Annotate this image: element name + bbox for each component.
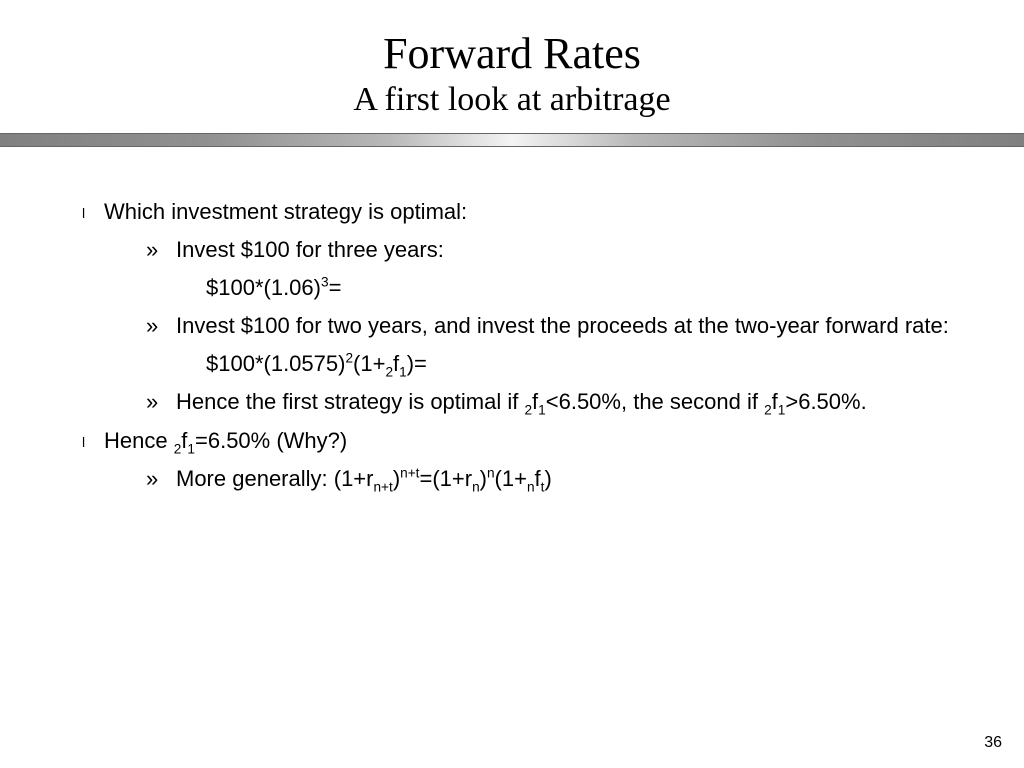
subscript: n [527, 479, 535, 494]
formula-line: $100*(1.06)3= [206, 271, 964, 305]
slide-title: Forward Rates [0, 28, 1024, 79]
text: )= [407, 351, 427, 376]
text: <6.50%, the second if [546, 389, 764, 414]
text: $100*(1.0575) [206, 351, 345, 376]
text: (1+ [353, 351, 385, 376]
bullet-level2: More generally: (1+rn+t)n+t=(1+rn)n(1+nf… [176, 462, 964, 496]
subscript: n+t [373, 479, 392, 494]
text: $100*(1.06) [206, 275, 321, 300]
bullet-level2: Hence the first strategy is optimal if 2… [176, 385, 964, 419]
slide-title-block: Forward Rates A first look at arbitrage [0, 0, 1024, 119]
subscript: 1 [538, 403, 546, 418]
subscript: 1 [399, 365, 407, 380]
text: >6.50%. [785, 389, 866, 414]
subscript: 1 [187, 441, 195, 456]
bullet-level1: Hence 2f1=6.50% (Why?) [104, 424, 964, 458]
text: Which investment strategy is optimal: [104, 199, 467, 224]
text: ) [544, 466, 551, 491]
subscript: 2 [385, 365, 393, 380]
text: (1+ [495, 466, 527, 491]
bullet-level1: Which investment strategy is optimal: [104, 195, 964, 229]
text: ) [480, 466, 487, 491]
superscript: n [487, 465, 495, 480]
superscript: 2 [345, 351, 353, 366]
title-divider [0, 133, 1024, 147]
superscript: n+t [400, 465, 419, 480]
superscript: 3 [321, 275, 329, 290]
formula-line: $100*(1.0575)2(1+2f1)= [206, 347, 964, 381]
bullet-level2: Invest $100 for three years: [176, 233, 964, 267]
subscript: 2 [524, 403, 532, 418]
bullet-level2: Invest $100 for two years, and invest th… [176, 309, 964, 343]
subscript: 2 [764, 403, 772, 418]
slide-subtitle: A first look at arbitrage [0, 81, 1024, 119]
text: =(1+r [419, 466, 472, 491]
text: Invest $100 for three years: [176, 237, 444, 262]
text: = [329, 275, 342, 300]
text: Hence the first strategy is optimal if [176, 389, 524, 414]
slide-body: Which investment strategy is optimal: In… [0, 147, 1024, 496]
text: More generally: (1+r [176, 466, 373, 491]
text: Hence [104, 428, 174, 453]
page-number: 36 [984, 734, 1002, 752]
text: =6.50% (Why?) [195, 428, 347, 453]
text: Invest $100 for two years, and invest th… [176, 313, 949, 338]
subscript: n [472, 479, 480, 494]
